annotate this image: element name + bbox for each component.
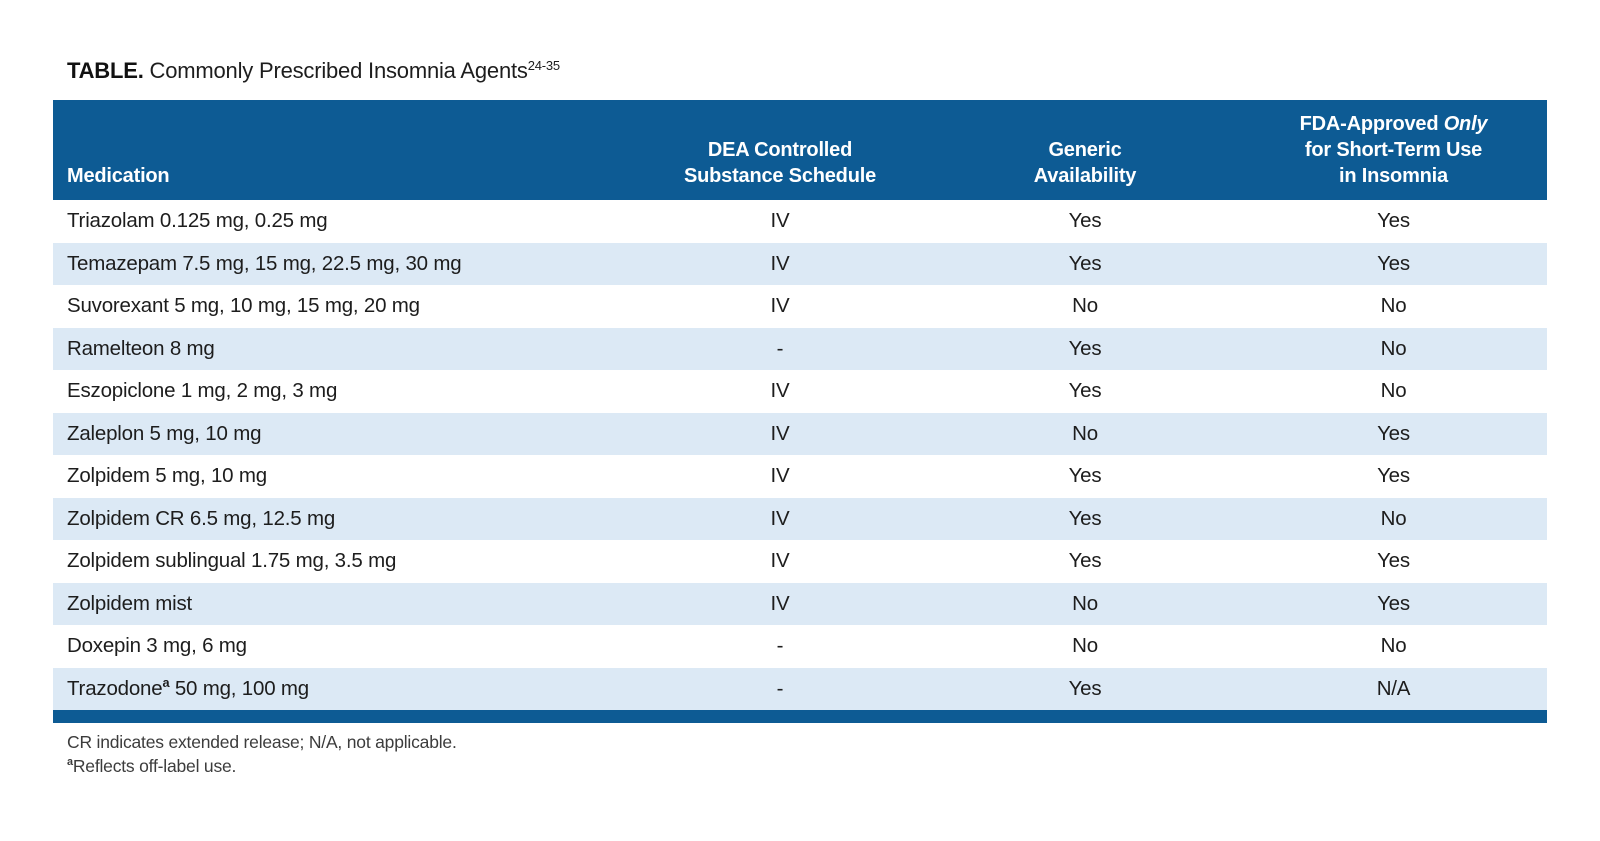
table-row: Trazodonea 50 mg, 100 mg - Yes N/A (53, 667, 1547, 710)
fda-cell: Yes (1377, 251, 1410, 275)
column-header-dea: DEA Controlled Substance Schedule (683, 139, 876, 187)
footnote-line: aReflects off-label use. (67, 756, 237, 777)
fda-cell: No (1380, 336, 1407, 360)
generic-cell: Yes (1068, 209, 1102, 233)
generic-cell: Yes (1068, 549, 1102, 573)
medication-cell: Zolpidem 5 mg, 10 mg (67, 464, 267, 488)
generic-cell: Yes (1068, 676, 1102, 700)
table-title-label: TABLE. (67, 58, 144, 83)
column-header-generic: Generic Availability (1033, 139, 1137, 187)
dea-cell: IV (770, 549, 790, 573)
table-row: Ramelteon 8 mg - Yes No (53, 327, 1547, 370)
table-row: Zolpidem 5 mg, 10 mg IV Yes Yes (53, 455, 1547, 498)
dea-cell: - (776, 634, 784, 658)
medication-cell: Trazodonea 50 mg, 100 mg (67, 674, 309, 700)
table-row: Zolpidem CR 6.5 mg, 12.5 mg IV Yes No (53, 497, 1547, 540)
generic-cell: No (1072, 421, 1098, 445)
generic-cell: Yes (1068, 251, 1102, 275)
insomnia-agents-table: Medication DEA Controlled Substance Schedu… (53, 100, 1547, 778)
table-footnotes: CR indicates extended release; N/A, not … (53, 730, 1547, 778)
table-row: Zolpidem sublingual 1.75 mg, 3.5 mg IV Yes… (53, 540, 1547, 583)
dea-cell: IV (770, 421, 790, 445)
dea-cell: IV (770, 591, 790, 615)
generic-cell: Yes (1068, 336, 1102, 360)
column-header-fda: FDA-Approved Only for Short-Term Use in In… (1299, 113, 1488, 187)
table-body: Triazolam 0.125 mg, 0.25 mg IV Yes Yes Temaz… (53, 200, 1547, 710)
dea-cell: IV (770, 294, 790, 318)
column-header-medication: Medication (67, 165, 170, 187)
fda-cell: No (1380, 294, 1407, 318)
table-row: Suvorexant 5 mg, 10 mg, 15 mg, 20 mg IV No… (53, 285, 1547, 328)
fda-cell: N/A (1376, 676, 1411, 700)
medication-cell: Zolpidem CR 6.5 mg, 12.5 mg (67, 506, 336, 530)
medication-cell: Eszopiclone 1 mg, 2 mg, 3 mg (67, 379, 338, 403)
table-row: Zaleplon 5 mg, 10 mg IV No Yes (53, 412, 1547, 455)
dea-cell: - (776, 336, 784, 360)
dea-cell: IV (770, 464, 790, 488)
table-row: Eszopiclone 1 mg, 2 mg, 3 mg IV Yes No (53, 370, 1547, 413)
fda-cell: No (1380, 506, 1407, 530)
medication-cell: Doxepin 3 mg, 6 mg (67, 634, 247, 658)
dea-cell: - (776, 676, 784, 700)
generic-cell: No (1072, 294, 1098, 318)
medication-cell: Suvorexant 5 mg, 10 mg, 15 mg, 20 mg (67, 294, 420, 318)
medication-cell: Zaleplon 5 mg, 10 mg (67, 421, 262, 445)
fda-cell: Yes (1377, 209, 1410, 233)
generic-cell: Yes (1068, 464, 1102, 488)
table-header-row: Medication DEA Controlled Substance Schedu… (53, 100, 1547, 200)
dea-cell: IV (770, 209, 790, 233)
table-row: Zolpidem mist IV No Yes (53, 582, 1547, 625)
footnote-line: CR indicates extended release; N/A, not … (67, 732, 457, 752)
medication-cell: Triazolam 0.125 mg, 0.25 mg (67, 209, 328, 233)
table-title-text: Commonly Prescribed Insomnia Agents (143, 58, 528, 83)
medication-cell: Ramelteon 8 mg (67, 336, 215, 360)
table-title: TABLE. Commonly Prescribed Insomnia Agen… (67, 58, 560, 84)
dea-cell: IV (770, 506, 790, 530)
fda-cell: No (1380, 634, 1407, 658)
generic-cell: No (1072, 634, 1098, 658)
dea-cell: IV (770, 379, 790, 403)
table-row: Temazepam 7.5 mg, 15 mg, 22.5 mg, 30 mg I… (53, 242, 1547, 285)
fda-cell: Yes (1377, 421, 1410, 445)
fda-cell: No (1380, 379, 1407, 403)
medication-cell: Temazepam 7.5 mg, 15 mg, 22.5 mg, 30 mg (67, 251, 462, 275)
table-row: Doxepin 3 mg, 6 mg - No No (53, 625, 1547, 668)
table-row: Triazolam 0.125 mg, 0.25 mg IV Yes Yes (53, 200, 1547, 243)
fda-cell: Yes (1377, 464, 1410, 488)
table-title-citation: 24-35 (527, 58, 560, 73)
table-bottom-rule (53, 710, 1547, 723)
dea-cell: IV (770, 251, 790, 275)
fda-cell: Yes (1377, 591, 1410, 615)
generic-cell: Yes (1068, 506, 1102, 530)
medication-cell: Zolpidem sublingual 1.75 mg, 3.5 mg (67, 549, 397, 573)
medication-cell: Zolpidem mist (67, 591, 192, 615)
generic-cell: No (1072, 591, 1098, 615)
generic-cell: Yes (1068, 379, 1102, 403)
fda-cell: Yes (1377, 549, 1410, 573)
